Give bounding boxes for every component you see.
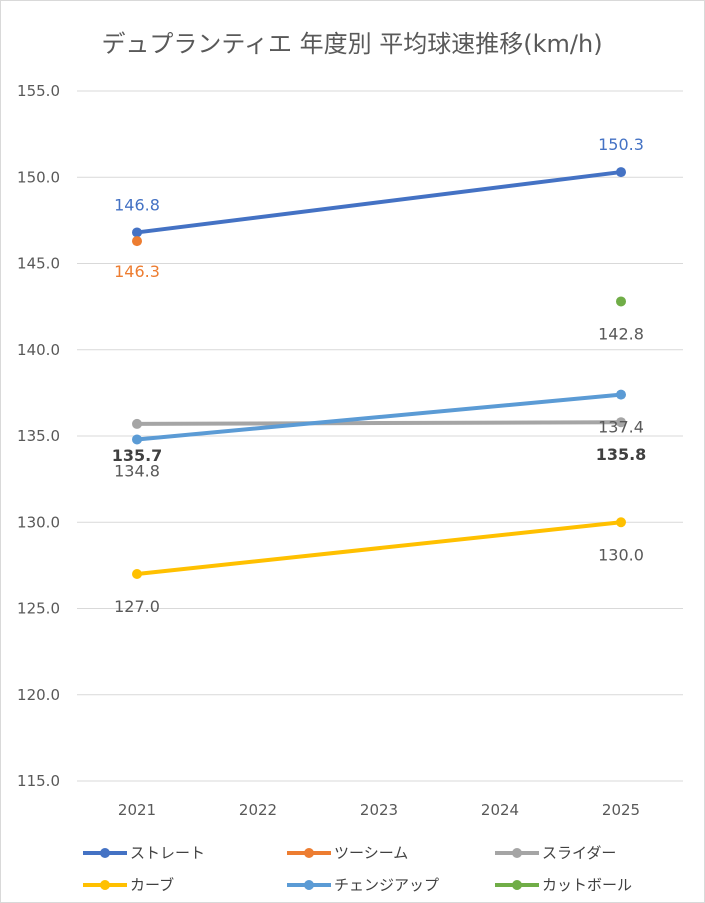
y-axis-tick-labels: 115.0 120.0 125.0 130.0 135.0 140.0 145.0 150.0… <box>17 82 60 790</box>
x-tick-label: 2024 <box>481 801 519 819</box>
legend-item: ツーシーム <box>287 844 408 862</box>
data-label: 146.8 <box>114 195 160 214</box>
y-tick-label: 155.0 <box>17 82 60 100</box>
data-point <box>132 434 142 445</box>
legend-label: カットボール <box>542 876 632 894</box>
legend-swatch-marker <box>304 880 314 890</box>
y-tick-label: 150.0 <box>17 168 60 186</box>
data-label: 130.0 <box>598 545 644 564</box>
x-tick-label: 2021 <box>118 801 156 819</box>
legend-item: カーブ <box>83 876 174 894</box>
data-point <box>616 167 626 178</box>
data-point <box>616 417 626 428</box>
x-tick-label: 2022 <box>239 801 277 819</box>
chart-title: デュプランティエ 年度別 平均球速推移(km/h) <box>101 30 602 58</box>
legend-swatch-marker <box>100 880 110 890</box>
data-point <box>132 418 142 429</box>
data-labels-group: 146.8 150.3 146.3 135.7 135.8 127.0 130.0 134.8… <box>112 135 647 616</box>
legend-swatch-marker <box>512 880 522 890</box>
data-label: 134.8 <box>114 461 160 480</box>
legend-item: チェンジアップ <box>287 876 439 894</box>
y-tick-label: 135.0 <box>17 427 60 445</box>
data-label: 150.3 <box>598 135 644 154</box>
series-group <box>132 167 626 579</box>
legend-swatch-marker <box>512 848 522 858</box>
legend-label: ストレート <box>130 844 205 862</box>
legend-swatch-marker <box>100 848 110 858</box>
data-point <box>616 389 626 400</box>
data-label: 142.8 <box>598 324 644 343</box>
y-tick-label: 140.0 <box>17 341 60 359</box>
data-label: 127.0 <box>114 597 160 616</box>
y-tick-label: 130.0 <box>17 513 60 531</box>
data-point <box>132 236 142 247</box>
data-point <box>616 296 626 307</box>
gridlines <box>77 90 683 782</box>
legend-item: ストレート <box>83 844 205 862</box>
data-point <box>132 227 142 238</box>
data-point <box>616 517 626 528</box>
series-line <box>135 420 623 426</box>
data-label: 137.4 <box>598 418 644 437</box>
legend-label: チェンジアップ <box>334 876 439 894</box>
y-tick-label: 125.0 <box>17 600 60 618</box>
legend-label: スライダー <box>542 844 616 862</box>
data-point <box>132 569 142 579</box>
y-tick-label: 145.0 <box>17 255 60 273</box>
series-line <box>135 520 623 576</box>
data-label: 135.7 <box>112 446 163 465</box>
data-label: 135.8 <box>596 445 647 464</box>
legend-swatch-marker <box>304 848 314 858</box>
y-tick-label: 120.0 <box>17 686 60 704</box>
x-tick-label: 2023 <box>360 801 398 819</box>
legend-label: ツーシーム <box>334 844 408 862</box>
x-tick-label: 2025 <box>602 801 640 819</box>
series-line <box>135 392 623 442</box>
y-tick-label: 115.0 <box>17 772 60 790</box>
legend-item: スライダー <box>495 844 616 862</box>
series-line <box>135 170 623 235</box>
data-label: 146.3 <box>114 262 160 281</box>
legend-label: カーブ <box>130 876 174 894</box>
legend-item: カットボール <box>495 876 632 894</box>
x-axis-tick-labels: 2021 2022 2023 2024 2025 <box>118 801 640 819</box>
